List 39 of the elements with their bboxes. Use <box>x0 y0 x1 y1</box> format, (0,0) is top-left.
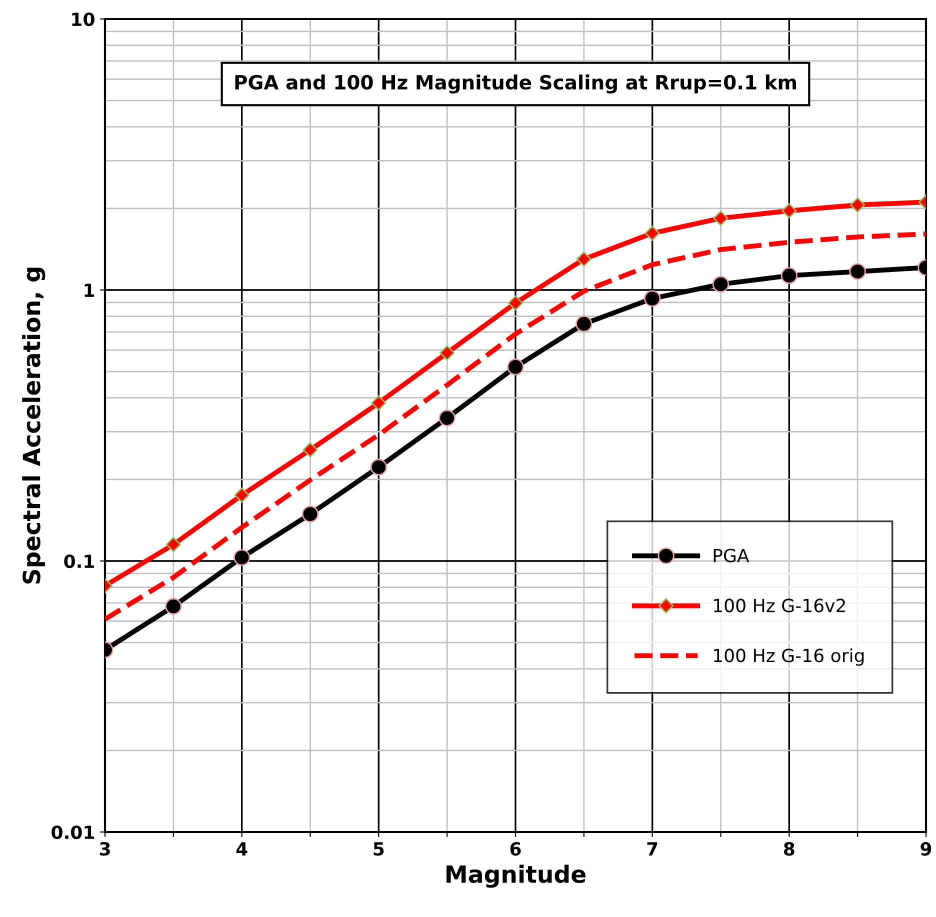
point <box>371 395 386 411</box>
y-tick-label: 0.01 <box>52 825 94 840</box>
point <box>850 197 866 213</box>
x-tick-label: 6 <box>510 842 521 856</box>
point <box>780 267 798 284</box>
x-tick-label: 3 <box>100 842 110 856</box>
y-tick-label: 10 <box>72 12 94 26</box>
point <box>849 263 866 280</box>
point <box>234 549 250 566</box>
point <box>165 598 182 615</box>
x-tick-label: 8 <box>784 842 794 856</box>
y-axis-title: Spectral Acceleration, g <box>22 268 46 584</box>
point <box>576 252 592 267</box>
point <box>644 226 660 241</box>
point <box>234 488 250 503</box>
legend-label: 100 Hz G-16v2 <box>714 598 845 612</box>
point <box>440 345 455 360</box>
x-tick-label: 5 <box>374 842 384 856</box>
legend-label: 100 Hz G-16 orig <box>714 648 864 666</box>
point <box>644 290 661 307</box>
y-tick-label: 0.1 <box>64 554 94 568</box>
legend-label: PGA <box>714 548 750 562</box>
x-tick-label: 7 <box>647 842 658 856</box>
y-tick-label: 1 <box>84 284 94 297</box>
point <box>713 210 728 226</box>
point <box>438 410 456 426</box>
point <box>712 276 730 293</box>
text: PGA and 100 Hz Magnitude Scaling at Rrup=0.1 km <box>235 74 796 94</box>
point <box>576 316 592 332</box>
point <box>508 295 524 311</box>
x-tick-label: 9 <box>920 842 932 856</box>
x-tick-label: 4 <box>236 842 248 856</box>
point <box>302 506 319 522</box>
point <box>507 358 524 376</box>
point <box>166 536 181 552</box>
point <box>370 458 387 476</box>
point <box>782 203 797 218</box>
x-axis-title: Magnitude <box>446 864 586 888</box>
point <box>302 442 318 458</box>
